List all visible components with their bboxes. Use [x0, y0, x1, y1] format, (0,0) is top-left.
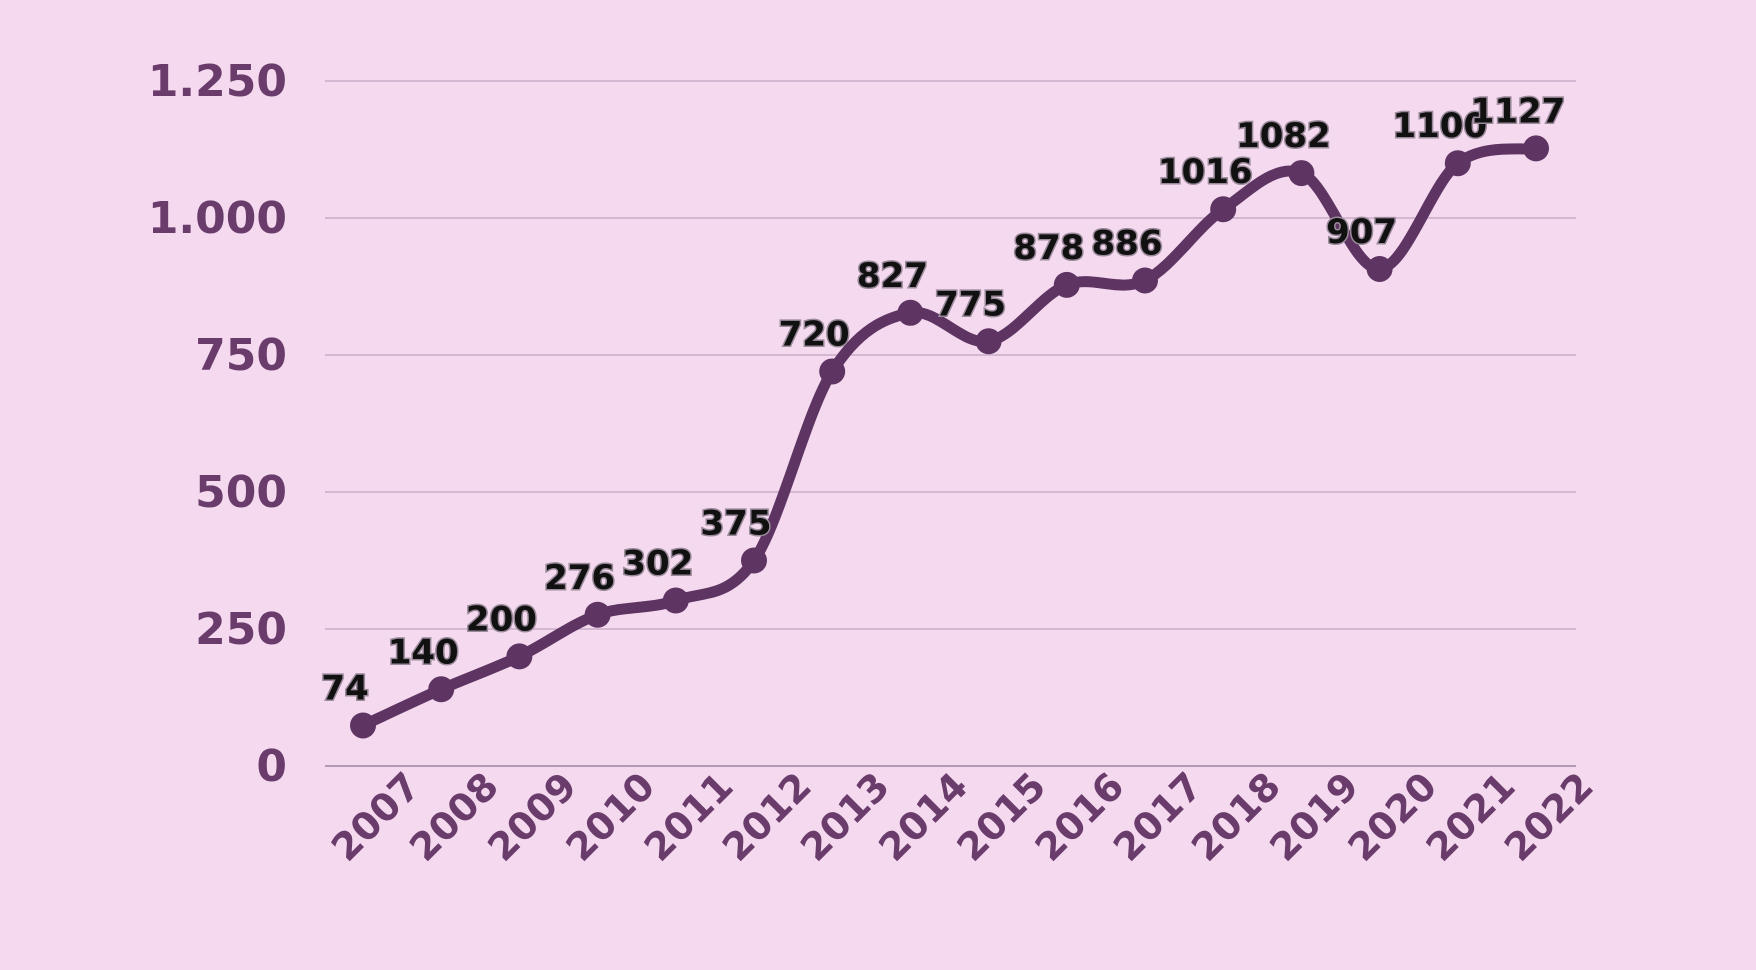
- data-point: [506, 643, 533, 670]
- x-tick-label: 2020: [1339, 764, 1445, 870]
- x-tick-label: 2014: [870, 764, 976, 870]
- x-tick-label: 2016: [1027, 764, 1133, 870]
- data-label: 140: [388, 632, 459, 672]
- data-point: [741, 547, 767, 574]
- x-tick-label: 2021: [1418, 764, 1524, 870]
- y-tick-label: 250: [195, 604, 287, 655]
- y-tick-label: 750: [195, 330, 287, 381]
- data-label: 1016: [1158, 152, 1253, 192]
- data-label: 775: [935, 284, 1006, 324]
- data-point: [1444, 150, 1471, 177]
- y-tick-label: 1.250: [148, 56, 287, 107]
- data-label: 886: [1092, 223, 1163, 263]
- data-point: [350, 712, 376, 739]
- y-tick-label: 1.000: [148, 193, 287, 244]
- grid-layer: [325, 80, 1576, 767]
- x-tick-label: 2010: [557, 764, 663, 870]
- x-tick-label: 2007: [323, 764, 429, 870]
- data-label: 200: [466, 599, 537, 639]
- data-point: [584, 601, 611, 628]
- data-label: 720: [779, 314, 850, 354]
- x-tick-label: 2008: [401, 764, 507, 870]
- data-point: [662, 587, 689, 614]
- data-point: [1366, 255, 1393, 282]
- x-tick-label: 2022: [1496, 764, 1602, 870]
- x-tick-label: 2012: [714, 764, 820, 870]
- data-label: 1127: [1471, 91, 1566, 131]
- data-point: [897, 299, 924, 326]
- data-label: 878: [1013, 228, 1084, 268]
- data-point: [1523, 135, 1549, 162]
- data-label: 907: [1326, 212, 1397, 252]
- data-point: [428, 676, 455, 703]
- x-tick-label: 2019: [1261, 764, 1367, 870]
- data-point: [975, 328, 1002, 355]
- data-point: [1210, 196, 1237, 223]
- data-label: 1082: [1236, 116, 1331, 156]
- data-point: [1288, 160, 1315, 187]
- data-label: 276: [544, 558, 615, 598]
- data-label: 375: [701, 504, 772, 544]
- data-points: [350, 135, 1549, 739]
- series-line: [357, 142, 1542, 731]
- data-label: 302: [622, 544, 693, 584]
- x-tick-label: 2018: [1183, 764, 1289, 870]
- x-tick-label: 2013: [792, 764, 898, 870]
- y-tick-label: 500: [195, 467, 287, 518]
- x-axis-ticks: 2007200820092010201120122013201420152016…: [323, 764, 1602, 870]
- x-tick-label: 2017: [1105, 764, 1211, 870]
- x-tick-label: 2015: [948, 764, 1054, 870]
- y-axis-ticks: 0 250 500 750 1.000 1.250: [148, 56, 287, 792]
- data-label: 1100: [1392, 106, 1487, 146]
- x-tick-label: 2009: [479, 764, 585, 870]
- x-tick-label: 2011: [636, 764, 742, 870]
- data-label: 74: [321, 668, 368, 708]
- data-point: [819, 358, 846, 385]
- y-tick-label: 0: [256, 741, 287, 792]
- data-label: 827: [857, 256, 928, 296]
- data-point: [1053, 271, 1080, 298]
- data-point: [1132, 267, 1158, 294]
